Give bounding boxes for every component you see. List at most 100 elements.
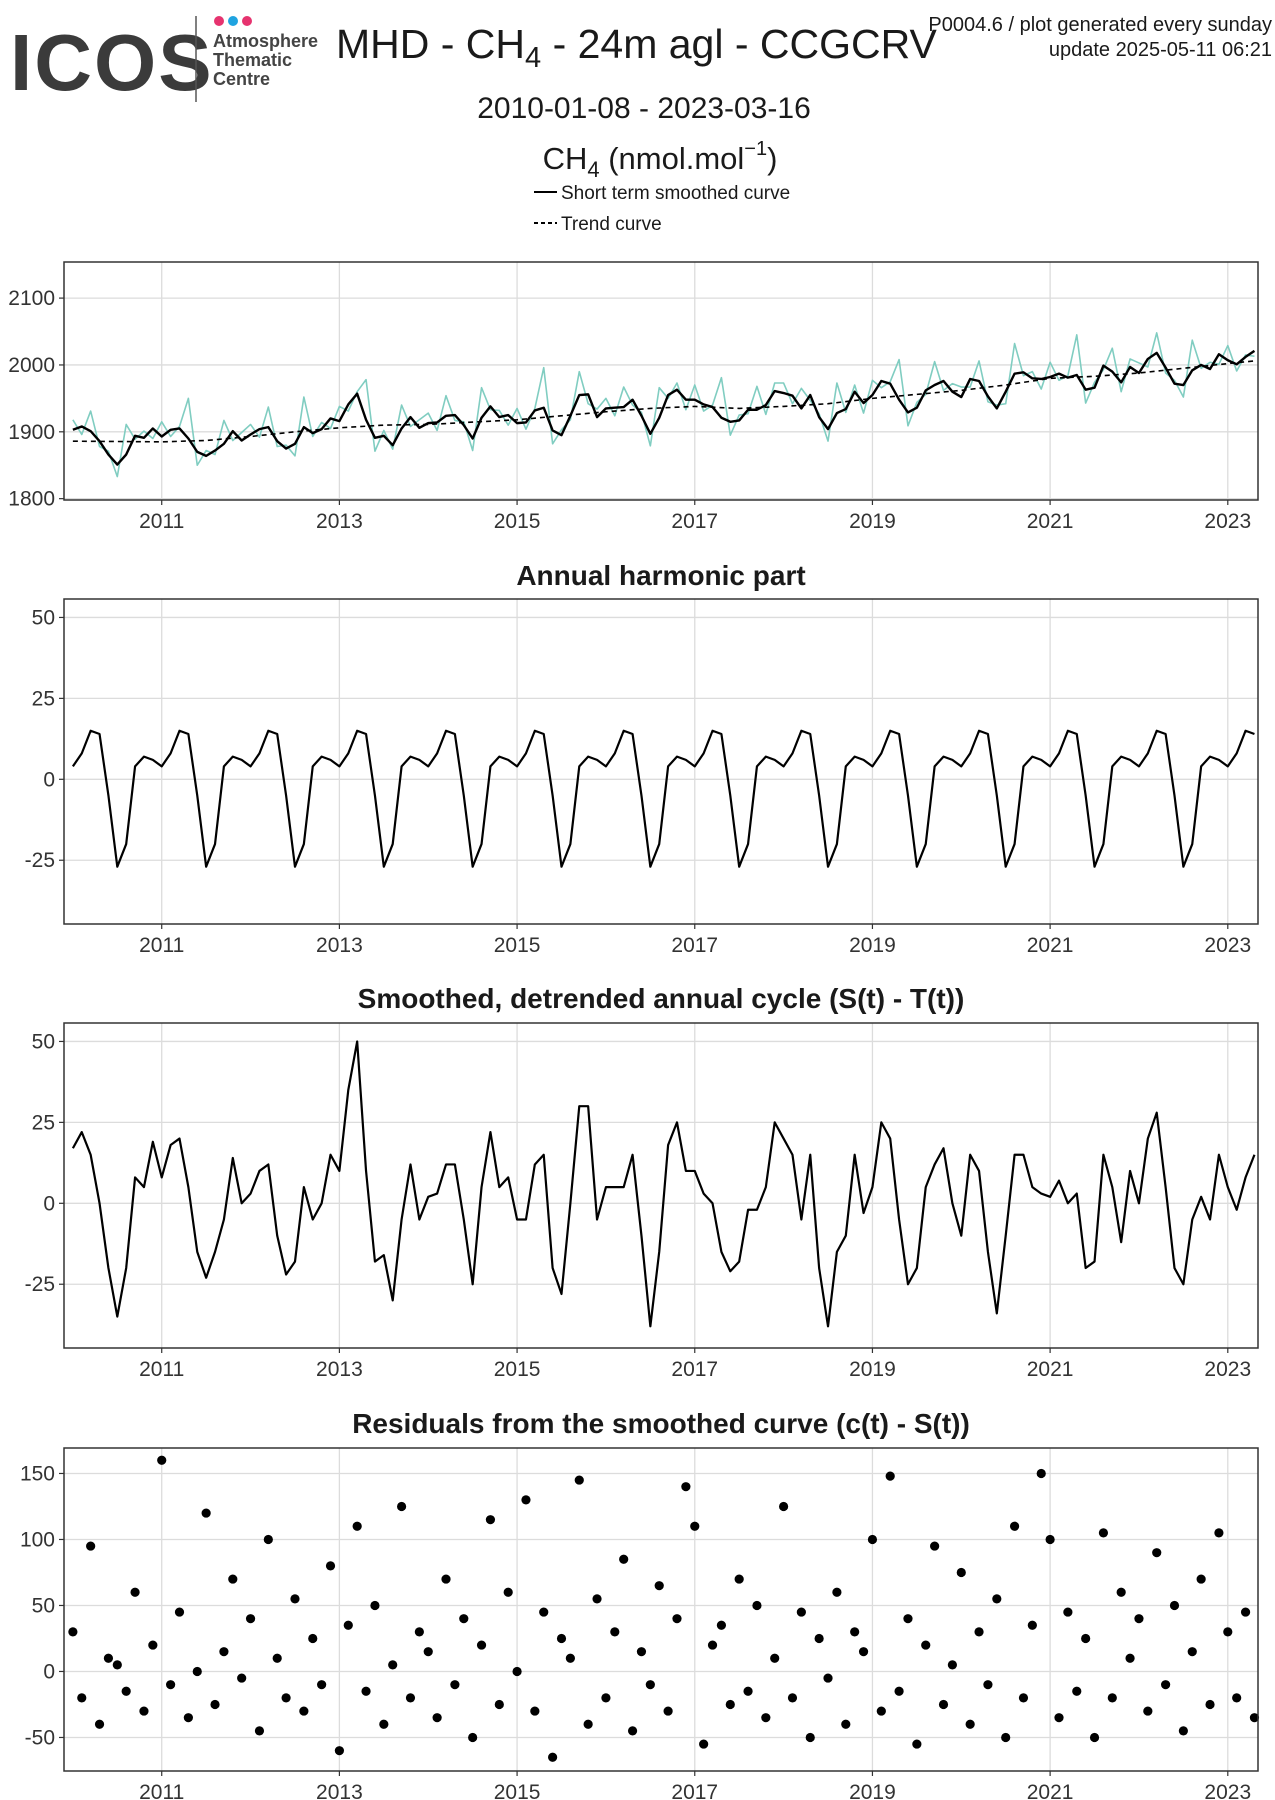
x-tick-label: 2019	[849, 1781, 896, 1800]
point	[379, 1719, 389, 1729]
plot-frame	[63, 261, 1259, 501]
point	[725, 1699, 735, 1710]
point	[565, 1653, 575, 1663]
point	[645, 1680, 655, 1690]
point	[139, 1706, 149, 1716]
point	[787, 1693, 798, 1703]
point	[894, 1686, 904, 1696]
unit-part: )	[767, 141, 777, 176]
point	[1232, 1693, 1242, 1703]
point	[459, 1614, 469, 1624]
point	[1134, 1614, 1144, 1624]
point	[228, 1574, 238, 1584]
point	[432, 1713, 442, 1723]
x-tick-label: 2015	[494, 934, 541, 957]
point	[592, 1594, 602, 1604]
x-tick-label: 2017	[671, 510, 718, 533]
point	[414, 1627, 424, 1637]
point	[388, 1660, 398, 1670]
note: update 2025-05-11 06:21	[1049, 39, 1272, 61]
point	[308, 1633, 318, 1644]
point	[761, 1713, 771, 1723]
x-tick-label: 2021	[1027, 934, 1074, 957]
point	[68, 1627, 78, 1637]
point	[716, 1620, 727, 1630]
point	[654, 1581, 664, 1591]
point	[583, 1719, 593, 1729]
x-tick-label: 2017	[671, 1358, 718, 1381]
point	[441, 1574, 451, 1584]
point	[1027, 1620, 1037, 1630]
point	[876, 1706, 886, 1716]
point	[148, 1640, 158, 1650]
panel: Smoothed, detrended annual cycle (S(t) -…	[25, 983, 1259, 1381]
unit-part: (nmol.mol	[600, 141, 745, 176]
x-tick-label: 2017	[671, 1781, 718, 1800]
point	[778, 1501, 789, 1512]
panel-title: Annual harmonic part	[516, 560, 805, 591]
point	[130, 1587, 140, 1597]
x-tick-label: 2013	[316, 510, 363, 533]
logo-dot	[242, 16, 252, 26]
point	[254, 1726, 265, 1736]
point	[530, 1706, 540, 1716]
point	[974, 1627, 984, 1637]
title-part: - 24m agl - CCGCRV	[541, 21, 937, 67]
point	[77, 1693, 87, 1703]
point	[832, 1587, 842, 1597]
point	[619, 1554, 629, 1564]
point	[930, 1541, 940, 1551]
x-tick-label: 2019	[849, 510, 896, 533]
point	[201, 1508, 211, 1518]
logo-dot	[228, 16, 238, 26]
x-tick-label: 2017	[671, 934, 718, 957]
panel: Residuals from the smoothed curve (c(t) …	[20, 1408, 1260, 1800]
point	[1169, 1600, 1180, 1611]
point	[574, 1475, 584, 1485]
point	[166, 1680, 176, 1690]
x-tick-label: 2021	[1027, 1781, 1074, 1800]
point	[521, 1495, 531, 1505]
point	[770, 1653, 780, 1663]
point	[86, 1541, 96, 1551]
point	[1009, 1521, 1020, 1531]
point	[850, 1627, 860, 1637]
note: P0004.6 / plot generated every sunday	[928, 14, 1272, 36]
point	[183, 1713, 193, 1723]
panel-title: Smoothed, detrended annual cycle (S(t) -…	[358, 983, 965, 1014]
point	[681, 1482, 691, 1492]
point	[690, 1521, 700, 1531]
point	[450, 1680, 460, 1690]
point	[94, 1719, 105, 1729]
panel: Annual harmonic part -25 0 25 50 2011 2013 2015…	[25, 560, 1259, 957]
point	[539, 1607, 549, 1617]
point	[361, 1686, 371, 1696]
line-series	[71, 1040, 1256, 1328]
point	[903, 1614, 913, 1624]
point	[912, 1739, 922, 1749]
point	[1054, 1713, 1064, 1723]
point	[299, 1706, 309, 1716]
legend-label: Trend curve	[561, 214, 662, 235]
line-series	[72, 332, 1255, 478]
point	[796, 1607, 806, 1617]
point	[983, 1680, 993, 1690]
y-tick-label: 25	[32, 1111, 55, 1134]
y-tick-label: 25	[32, 687, 55, 710]
point	[1187, 1647, 1197, 1657]
y-tick-label: 0	[43, 1660, 55, 1683]
line-series	[72, 349, 1256, 466]
point	[707, 1640, 718, 1650]
point	[237, 1673, 247, 1683]
point	[841, 1719, 851, 1729]
title-part: 4	[525, 42, 541, 74]
y-tick-label: 50	[32, 606, 55, 629]
plot-frame	[63, 1022, 1259, 1349]
x-tick-label: 2013	[316, 1358, 363, 1381]
point	[121, 1686, 131, 1696]
y-tick-label: 150	[20, 1462, 55, 1485]
centre-line: Centre	[213, 69, 270, 89]
point	[1036, 1468, 1046, 1479]
x-tick-label: 2023	[1204, 934, 1251, 957]
point	[192, 1666, 202, 1677]
